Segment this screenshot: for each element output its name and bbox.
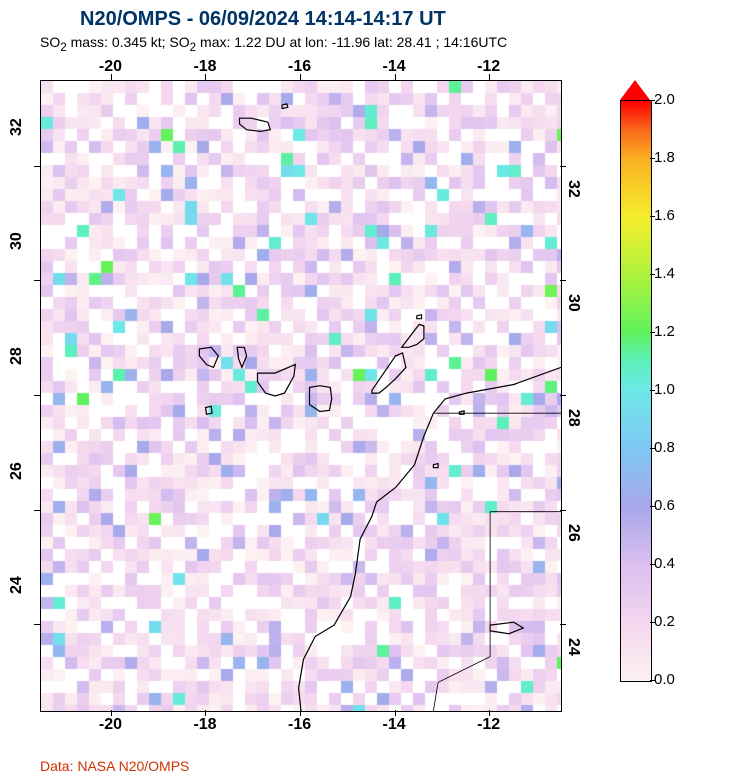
colorbar-over-triangle (620, 80, 650, 100)
colorbar-tick-label: 0.2 (654, 613, 675, 630)
lon-tick-label: -14 (383, 716, 406, 734)
colorbar-tick-label: 1.4 (654, 265, 675, 282)
colorbar-tick-label: 0.4 (654, 555, 675, 572)
chart-title: N20/OMPS - 06/09/2024 14:14-14:17 UT (80, 8, 446, 31)
lat-tick-label: 24 (8, 576, 26, 594)
lon-tick-label: -20 (99, 716, 122, 734)
lon-tick-label: -16 (288, 716, 311, 734)
lat-tick-label: 26 (8, 462, 26, 480)
colorbar (620, 100, 650, 680)
colorbar-tick-label: 0.6 (654, 497, 675, 514)
colorbar-tick-label: 0.0 (654, 671, 675, 688)
lon-tick-label: -18 (193, 716, 216, 734)
colorbar-canvas (620, 100, 652, 682)
colorbar-tick-label: 1.0 (654, 381, 675, 398)
lon-tick-label: -12 (477, 716, 500, 734)
colorbar-tick-label: 0.8 (654, 439, 675, 456)
colorbar-tick-label: 1.8 (654, 149, 675, 166)
lat-tick-label: 30 (564, 294, 582, 312)
lat-tick-label: 28 (8, 347, 26, 365)
coastlines-overlay (41, 81, 561, 711)
lat-tick-label: 32 (564, 180, 582, 198)
lat-tick-label: 30 (8, 233, 26, 251)
lat-tick-label: 28 (564, 409, 582, 427)
colorbar-tick-label: 1.6 (654, 207, 675, 224)
lat-tick-label: 26 (564, 524, 582, 542)
colorbar-tick-label: 2.0 (654, 91, 675, 108)
chart-subtitle: SO2 mass: 0.345 kt; SO2 max: 1.22 DU at … (40, 34, 507, 54)
colorbar-tick-label: 1.2 (654, 323, 675, 340)
data-source-label: Data: NASA N20/OMPS (40, 758, 189, 774)
map-plot-area (40, 80, 562, 712)
lat-tick-label: 24 (564, 638, 582, 656)
lat-tick-label: 32 (8, 118, 26, 136)
